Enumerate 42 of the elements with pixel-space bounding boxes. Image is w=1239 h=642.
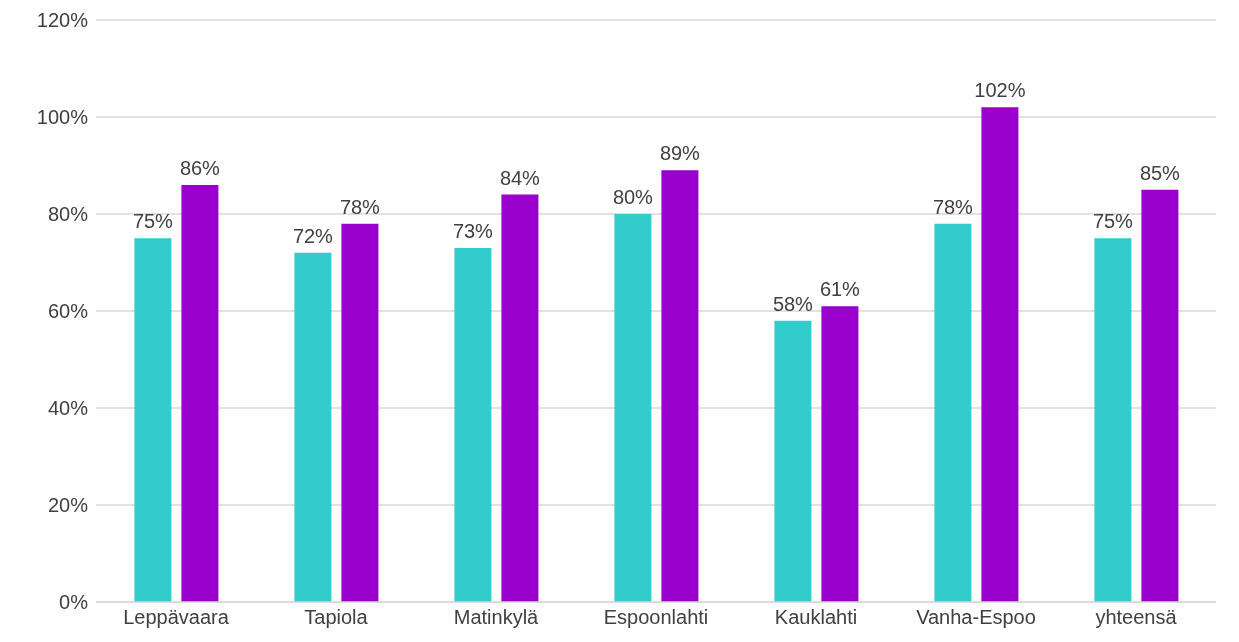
x-tick-label: Kauklahti — [774, 606, 858, 629]
bar — [181, 184, 219, 602]
bar — [934, 223, 972, 602]
y-tick-label: 60% — [47, 300, 89, 323]
data-label: 102% — [974, 79, 1026, 102]
bar — [341, 223, 379, 602]
bar — [981, 107, 1019, 602]
y-tick-label: 0% — [59, 591, 89, 614]
x-tick-label: Vanha-Espoo — [916, 606, 1036, 629]
data-label: 72% — [292, 224, 334, 247]
data-label: 89% — [659, 142, 701, 165]
y-tick-label: 40% — [47, 397, 89, 420]
bar — [134, 238, 172, 602]
data-label: 84% — [499, 166, 541, 189]
data-label: 73% — [452, 219, 494, 242]
y-tick-label: 100% — [36, 106, 89, 129]
x-tick-label: Leppävaara — [123, 606, 230, 629]
data-label: 58% — [772, 292, 814, 315]
bar — [454, 247, 492, 602]
data-label: 80% — [612, 186, 654, 208]
x-tick-label: Tapiola — [304, 606, 369, 629]
bar — [774, 320, 812, 602]
data-label: 85% — [1139, 161, 1181, 184]
data-label: 75% — [132, 210, 174, 233]
data-label: 78% — [932, 195, 974, 218]
bar — [614, 214, 652, 602]
data-label: 61% — [819, 278, 861, 301]
bar — [821, 306, 859, 602]
y-tick-label: 20% — [47, 494, 89, 517]
bar — [661, 170, 699, 602]
data-label: 75% — [1092, 210, 1134, 233]
data-label: 78% — [339, 195, 381, 218]
x-tick-label: yhteensä — [1095, 606, 1178, 629]
x-tick-label: Matinkylä — [453, 606, 540, 629]
bar — [501, 194, 539, 602]
bar — [1094, 238, 1132, 602]
y-tick-label: 120% — [36, 9, 89, 32]
y-tick-label: 80% — [47, 203, 89, 226]
bar — [1141, 189, 1179, 602]
x-tick-label: Espoonlahti — [603, 606, 709, 629]
data-label: 86% — [179, 156, 221, 179]
bar — [294, 252, 332, 602]
